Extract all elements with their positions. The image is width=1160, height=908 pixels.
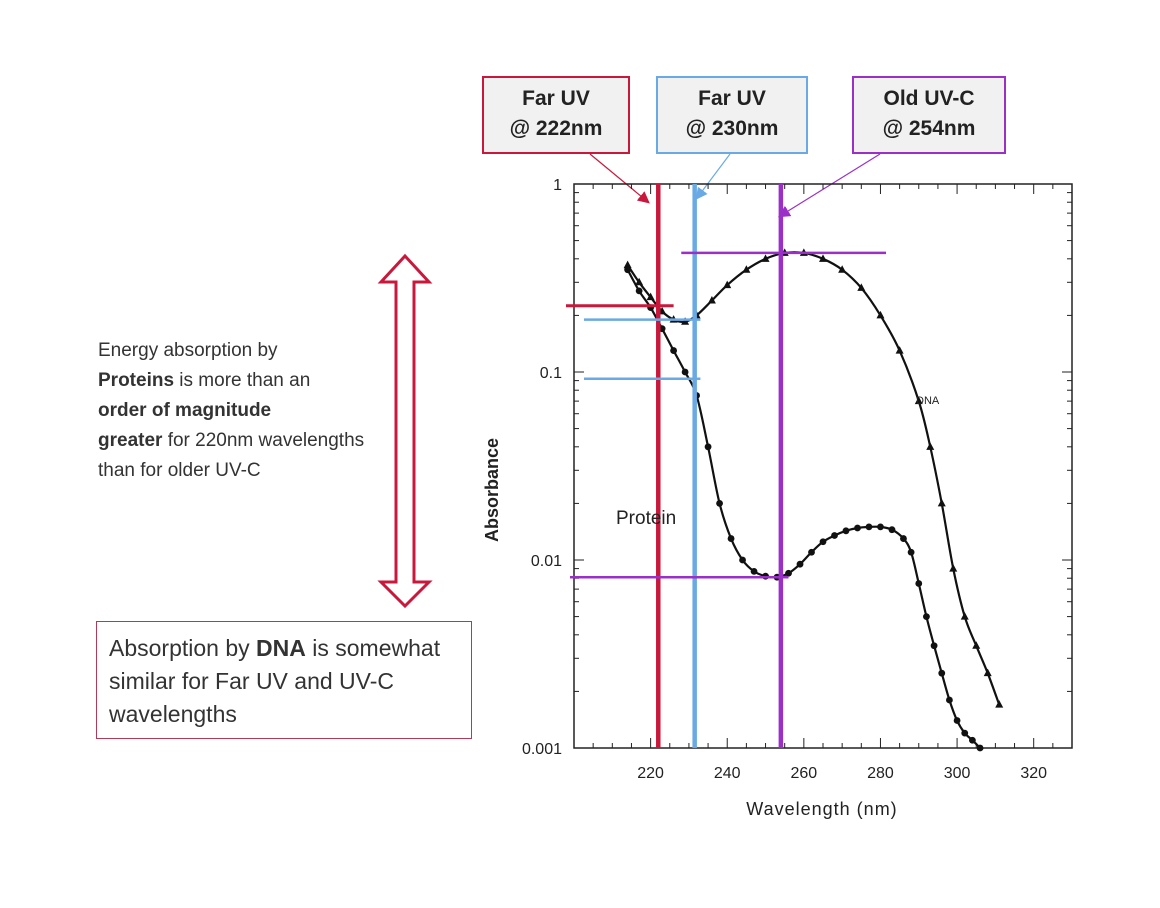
data-point-protein: [842, 527, 850, 535]
data-point-protein: [915, 580, 923, 587]
y-tick-label: 0.01: [531, 553, 562, 570]
data-point-dna: [949, 564, 958, 572]
data-point-protein: [750, 567, 758, 575]
data-point-protein: [907, 548, 915, 556]
y-axis-label: Absorbance: [482, 438, 502, 542]
data-point-protein: [900, 535, 907, 542]
annotation-protein: Protein: [616, 508, 676, 529]
data-point-protein: [831, 532, 838, 539]
note-proteins-t6: for 220nm wavelengths than for older UV-…: [98, 430, 365, 481]
data-point-dna: [761, 254, 770, 262]
label-old-uvc-254-line2: @ 254nm: [882, 117, 976, 140]
data-point-protein: [969, 736, 976, 744]
data-point-dna: [876, 310, 885, 319]
data-point-protein: [808, 548, 815, 556]
label-far-uv-222-line2: @ 222nm: [509, 117, 603, 140]
note-proteins-t2: Proteins: [98, 370, 175, 391]
note-dna-t1: Absorption by: [109, 635, 257, 661]
x-tick-label: 280: [867, 765, 894, 782]
data-point-dna: [742, 265, 751, 273]
data-point-dna: [857, 283, 866, 291]
double-arrow-icon: [377, 253, 433, 609]
label-far-uv-230-line2: @ 230nm: [685, 117, 779, 140]
data-point-protein: [727, 535, 735, 542]
data-point-protein: [946, 696, 953, 704]
data-point-protein: [976, 744, 984, 752]
data-point-protein: [923, 613, 930, 620]
note-dna-t2: DNA: [256, 635, 306, 661]
data-point-dna: [623, 260, 632, 269]
data-point-protein: [877, 523, 884, 531]
data-point-dna: [838, 265, 847, 273]
data-point-protein: [953, 717, 961, 724]
data-point-protein: [716, 500, 723, 507]
connector-254: [777, 153, 881, 218]
data-point-protein: [739, 556, 746, 564]
label-old-uvc-254: Old UV-C @ 254nm: [852, 76, 1006, 154]
data-point-protein: [819, 538, 827, 546]
x-tick-label: 320: [1020, 765, 1047, 782]
plot-border: [573, 183, 1073, 749]
plot-frame: [573, 183, 1073, 749]
label-far-uv-230-line1: Far UV: [698, 87, 766, 110]
annotation-dna: DNA: [916, 395, 940, 407]
connector-230: [695, 153, 731, 200]
x-tick-label: 240: [714, 765, 741, 782]
y-tick-label: 1: [553, 177, 562, 194]
x-tick-label: 300: [944, 765, 971, 782]
data-point-protein: [624, 266, 632, 274]
note-proteins-t3: is more than an: [174, 370, 311, 391]
data-point-dna: [972, 641, 981, 649]
overlay-lines: [566, 184, 886, 748]
y-tick-label: 0.1: [540, 365, 562, 382]
data-point-protein: [785, 569, 792, 577]
data-point-dna: [926, 442, 935, 450]
y-tick-label: 0.001: [522, 741, 562, 758]
data-point-protein: [704, 443, 712, 451]
label-far-uv-222: Far UV @ 222nm: [482, 76, 630, 154]
data-point-dna: [960, 612, 969, 620]
data-point-dna: [995, 700, 1004, 708]
label-old-uvc-254-line1: Old UV-C: [883, 87, 975, 110]
data-point-dna: [646, 292, 655, 301]
data-point-dna: [895, 346, 904, 354]
data-point-dna: [819, 254, 827, 262]
x-axis-label: Wavelength (nm): [746, 799, 897, 819]
note-proteins-t4: order of magnitude: [98, 400, 272, 421]
data-point-dna: [983, 668, 992, 677]
data-point-protein: [961, 729, 969, 737]
x-tick-label: 260: [790, 765, 817, 782]
data-point-protein: [854, 524, 861, 532]
note-proteins-t1: Energy absorption by: [98, 340, 278, 361]
data-point-protein: [796, 560, 804, 568]
axis-ticks: 1 0.1 0.01 0.001 220 240 260 280 300 320: [522, 177, 1072, 782]
data-point-dna: [707, 296, 716, 304]
data-point-protein: [635, 287, 643, 295]
data-point-protein: [938, 669, 946, 677]
data-point-dna: [681, 317, 690, 325]
x-tick-label: 220: [637, 765, 664, 782]
data-point-dna: [937, 498, 946, 507]
label-far-uv-222-line1: Far UV: [522, 87, 590, 110]
data-point-protein: [670, 347, 677, 354]
note-proteins: Energy absorption by Proteins is more tha…: [98, 336, 388, 486]
data-point-protein: [865, 523, 873, 531]
data-point-protein: [930, 642, 938, 650]
data-point-dna: [723, 280, 732, 289]
series-group: [623, 248, 1004, 752]
series-line-protein: [626, 269, 981, 749]
note-dna-t3: is somewhat similar for Far UV and UV-C …: [109, 635, 441, 727]
data-point-protein: [888, 526, 896, 534]
note-dna: Absorption by DNA is somewhat similar fo…: [96, 621, 472, 739]
data-point-dna: [914, 396, 923, 405]
connector-222: [589, 153, 650, 204]
note-proteins-t5: greater: [98, 430, 163, 451]
label-far-uv-230: Far UV @ 230nm: [656, 76, 808, 154]
data-point-dna: [635, 277, 644, 286]
data-point-protein: [681, 368, 689, 376]
